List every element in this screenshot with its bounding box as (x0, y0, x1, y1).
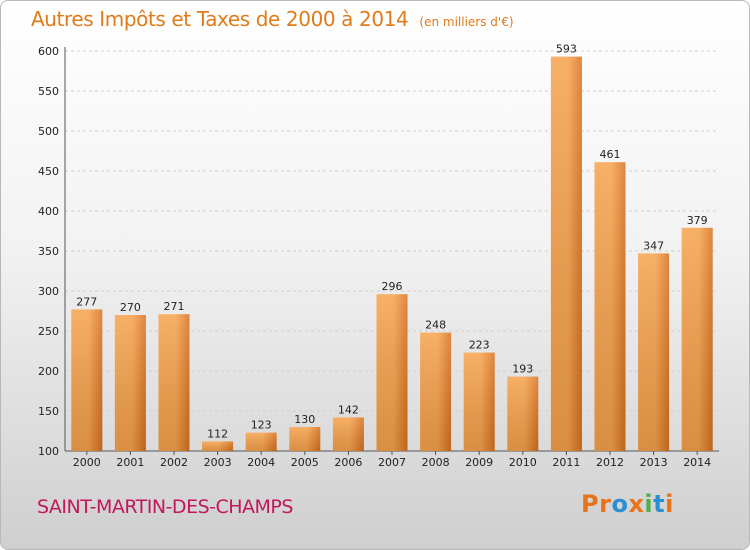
bar-shading (158, 314, 190, 451)
x-tick-label: 2004 (247, 456, 275, 469)
x-tick-label: 2011 (552, 456, 580, 469)
data-label: 461 (600, 148, 621, 161)
x-tick-label: 2012 (596, 456, 624, 469)
data-label: 270 (120, 301, 141, 314)
logo-letter: i (665, 490, 674, 518)
y-tick-label: 450 (38, 165, 59, 178)
x-tick-label: 2000 (73, 456, 101, 469)
logo-letter: P (581, 490, 600, 518)
x-tick-label: 2007 (378, 456, 406, 469)
logo-letter: o (611, 490, 629, 518)
bar-shading (376, 294, 408, 451)
bar-shading (202, 441, 234, 451)
y-tick-label: 500 (38, 125, 59, 138)
bar-shading (463, 352, 495, 451)
data-label: 296 (382, 280, 403, 293)
data-label: 347 (643, 239, 664, 252)
place-name: SAINT-MARTIN-DES-CHAMPS (37, 496, 293, 518)
bar-shading (638, 253, 670, 451)
y-tick-label: 600 (38, 45, 59, 58)
data-label: 593 (556, 43, 577, 56)
x-tick-label: 2010 (509, 456, 537, 469)
data-label: 112 (207, 427, 228, 440)
data-label: 123 (251, 419, 272, 432)
logo-letter: t (653, 490, 666, 518)
bar-shading (594, 162, 626, 451)
bar-shading (681, 227, 713, 451)
bar-shading (420, 332, 452, 451)
chart-unit: (en milliers d'€) (419, 15, 514, 29)
x-tick-label: 2005 (291, 456, 319, 469)
logo-letter: i (644, 490, 654, 518)
chart-title: Autres Impôts et Taxes de 2000 à 2014 (31, 7, 409, 31)
bar-shading (289, 427, 321, 451)
bar-shading (507, 376, 539, 451)
y-tick-label: 550 (38, 85, 59, 98)
y-tick-label: 350 (38, 245, 59, 258)
logo-letter: r (599, 490, 612, 518)
data-label: 271 (164, 300, 185, 313)
bar-shading (245, 432, 277, 451)
x-tick-label: 2014 (683, 456, 711, 469)
y-tick-label: 300 (38, 285, 59, 298)
data-label: 193 (512, 363, 533, 376)
bar-shading (114, 315, 146, 451)
proxiti-logo: Proxiti (581, 490, 674, 518)
bar-shading (332, 417, 364, 451)
bar-shading (71, 309, 103, 451)
x-tick-label: 2001 (116, 456, 144, 469)
x-tick-label: 2006 (334, 456, 362, 469)
x-tick-label: 2009 (465, 456, 493, 469)
data-label: 130 (294, 413, 315, 426)
x-tick-label: 2008 (422, 456, 450, 469)
x-tick-label: 2003 (204, 456, 232, 469)
bar-shading (550, 56, 582, 451)
y-tick-label: 150 (38, 405, 59, 418)
x-tick-label: 2013 (640, 456, 668, 469)
logo-letter: x (628, 490, 645, 518)
y-tick-label: 100 (38, 445, 59, 458)
chart-title-block: Autres Impôts et Taxes de 2000 à 2014 (e… (31, 7, 514, 31)
y-tick-label: 250 (38, 325, 59, 338)
data-label: 379 (687, 214, 708, 227)
data-label: 142 (338, 403, 359, 416)
x-tick-label: 2002 (160, 456, 188, 469)
data-label: 248 (425, 319, 446, 332)
data-label: 277 (76, 295, 97, 308)
y-tick-label: 200 (38, 365, 59, 378)
data-label: 223 (469, 339, 490, 352)
y-tick-label: 400 (38, 205, 59, 218)
